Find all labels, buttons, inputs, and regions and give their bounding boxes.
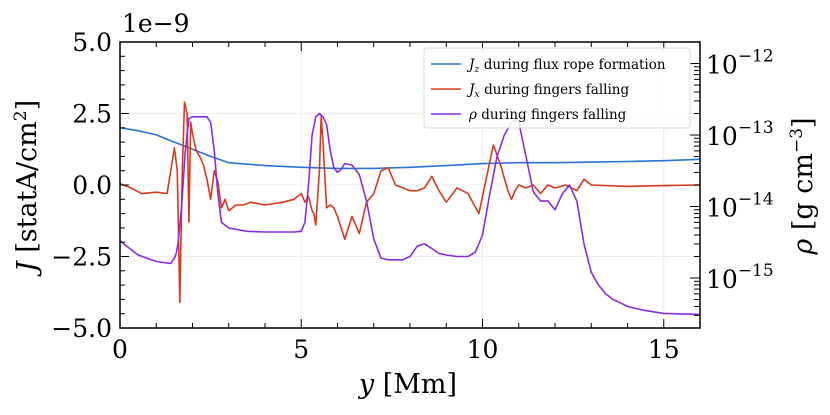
axis-ticks: 0 5 10 15 5.0 2.5 0.0 −2.5 −5.0 10−12 10−13 10−14 10…: [51, 28, 773, 364]
y-right-tick-label: 10−13: [706, 118, 774, 151]
y-left-tick-label: −2.5: [51, 243, 112, 272]
x-tick-label: 10: [467, 335, 499, 364]
x-tick-label: 0: [112, 335, 128, 364]
y-left-tick-label: 2.5: [72, 100, 112, 129]
y-left-tick-label: 5.0: [72, 28, 112, 57]
y-left-tick-label: 0.0: [72, 171, 112, 200]
y-left-tick-label: −5.0: [51, 314, 112, 343]
y-right-tick-label: 10−15: [706, 261, 774, 294]
series-line-2: [119, 112, 701, 316]
legend-label-2: ρ during fingers falling: [468, 107, 627, 123]
y-right-tick-label: 10−14: [706, 190, 774, 223]
x-tick-label: 15: [648, 335, 680, 364]
legend-label-1: Jx during fingers falling: [466, 82, 630, 100]
legend-label-0: Jz during flux rope formation: [466, 57, 666, 75]
x-tick-label: 5: [293, 335, 309, 364]
legend: Jz during flux rope formation Jx during f…: [423, 47, 691, 129]
data-series: [119, 101, 701, 316]
y-right-tick-label: 10−12: [706, 47, 774, 80]
legend-box: [423, 47, 691, 129]
series-line-1: [119, 101, 701, 304]
x-axis-label: y [Mm]: [358, 369, 457, 400]
series-line-0: [119, 127, 701, 170]
y-left-axis-label: J [statA/cm2]: [11, 100, 43, 277]
y-right-axis-label: ρ [g cm−3]: [787, 117, 819, 255]
left-axis-multiplier: 1e−9: [122, 9, 190, 38]
